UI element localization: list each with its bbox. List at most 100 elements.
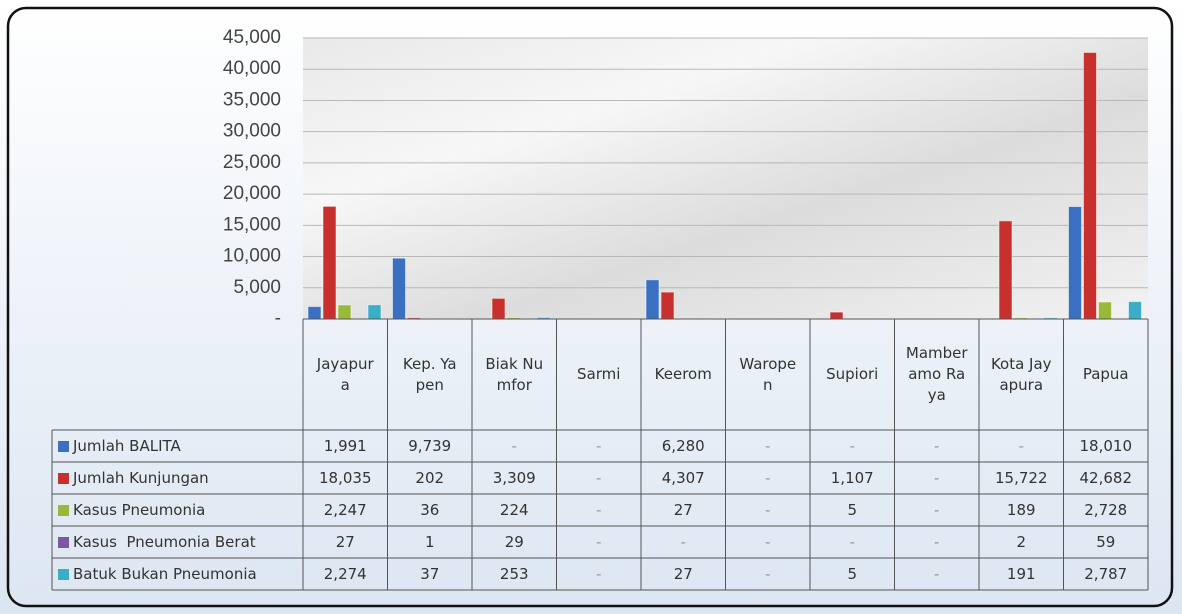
x-tick-label: Jayapura bbox=[314, 319, 377, 430]
bar bbox=[393, 258, 406, 319]
category-text: Keerom bbox=[655, 364, 712, 385]
legend-entry: Jumlah BALITA bbox=[52, 430, 303, 462]
legend-swatch bbox=[58, 505, 69, 516]
legend-entry: Batuk Bukan Pneumonia bbox=[52, 558, 303, 590]
x-tick-label: Papua bbox=[1075, 319, 1138, 430]
table-value: 1,991 bbox=[303, 430, 388, 462]
table-value: 3,309 bbox=[472, 462, 557, 494]
table-value: - bbox=[895, 526, 980, 558]
table-value: - bbox=[557, 430, 642, 462]
y-tick-label: 35,000 bbox=[223, 89, 281, 110]
bar bbox=[999, 221, 1012, 319]
table-value: - bbox=[895, 558, 980, 590]
y-tick-label: 15,000 bbox=[223, 214, 281, 235]
category-text: Papua bbox=[1083, 364, 1129, 385]
legend-label: Kasus Pneumonia bbox=[73, 501, 205, 519]
legend-swatch bbox=[58, 473, 69, 484]
table-value: - bbox=[810, 430, 895, 462]
y-tick-label: 25,000 bbox=[223, 152, 281, 173]
table-value: 5 bbox=[810, 494, 895, 526]
table-value: 2 bbox=[979, 526, 1064, 558]
category-text: Sarmi bbox=[577, 364, 620, 385]
table-value: - bbox=[557, 558, 642, 590]
legend-entry: Jumlah Kunjungan bbox=[52, 462, 303, 494]
table-value: - bbox=[726, 430, 811, 462]
bar bbox=[308, 307, 321, 319]
x-tick-label: Mamberamo Raya bbox=[906, 319, 969, 430]
legend-entry: Kasus Pneumonia Berat bbox=[52, 526, 303, 558]
y-tick-label: 40,000 bbox=[223, 58, 281, 79]
table-value: 15,722 bbox=[979, 462, 1064, 494]
table-value: - bbox=[726, 558, 811, 590]
table-value: 42,682 bbox=[1064, 462, 1149, 494]
table-value: 191 bbox=[979, 558, 1064, 590]
table-value: 5 bbox=[810, 558, 895, 590]
x-tick-label: Kota Jayapura bbox=[990, 319, 1053, 430]
table-value: 37 bbox=[388, 558, 473, 590]
x-tick-label: Keerom bbox=[652, 319, 715, 430]
bar bbox=[1084, 52, 1097, 319]
category-text: Jayapura bbox=[314, 354, 377, 396]
legend-swatch bbox=[58, 537, 69, 548]
table-value: 59 bbox=[1064, 526, 1149, 558]
legend-swatch bbox=[58, 441, 69, 452]
table-value: - bbox=[979, 430, 1064, 462]
table-value: - bbox=[726, 494, 811, 526]
bar bbox=[492, 298, 505, 319]
bar bbox=[1129, 302, 1142, 319]
legend-label: Jumlah Kunjungan bbox=[73, 469, 209, 487]
bar bbox=[646, 280, 659, 319]
x-tick-label: Supiori bbox=[821, 319, 884, 430]
bar bbox=[1069, 207, 1082, 319]
legend-entry: Kasus Pneumonia bbox=[52, 494, 303, 526]
bar bbox=[1099, 302, 1112, 319]
table-value: 27 bbox=[641, 558, 726, 590]
table-value: - bbox=[557, 494, 642, 526]
table-value: - bbox=[895, 494, 980, 526]
category-text: Supiori bbox=[826, 364, 878, 385]
table-value: 4,307 bbox=[641, 462, 726, 494]
category-text: Kota Jayapura bbox=[990, 354, 1053, 396]
table-value: 2,787 bbox=[1064, 558, 1149, 590]
plot-area bbox=[303, 38, 1148, 319]
bar bbox=[830, 312, 843, 319]
table-value: - bbox=[726, 462, 811, 494]
y-tick-label: - bbox=[275, 308, 281, 329]
table-value: 2,247 bbox=[303, 494, 388, 526]
table-value: 189 bbox=[979, 494, 1064, 526]
table-value: - bbox=[726, 526, 811, 558]
table-value: - bbox=[895, 430, 980, 462]
x-tick-label: Biak Numfor bbox=[483, 319, 546, 430]
table-value: - bbox=[895, 462, 980, 494]
category-text: Biak Numfor bbox=[483, 354, 546, 396]
table-value: - bbox=[557, 526, 642, 558]
y-tick-label: 45,000 bbox=[223, 27, 281, 48]
table-value: 6,280 bbox=[641, 430, 726, 462]
table-value: 9,739 bbox=[388, 430, 473, 462]
table-value: 253 bbox=[472, 558, 557, 590]
table-value: 2,274 bbox=[303, 558, 388, 590]
table-value: 202 bbox=[388, 462, 473, 494]
page: -5,00010,00015,00020,00025,00030,00035,0… bbox=[0, 0, 1182, 614]
table-value: - bbox=[641, 526, 726, 558]
table-value: 1 bbox=[388, 526, 473, 558]
x-tick-label: Waropen bbox=[737, 319, 800, 430]
legend-label: Jumlah BALITA bbox=[73, 437, 181, 455]
bar bbox=[338, 305, 351, 319]
legend-swatch bbox=[58, 569, 69, 580]
table-value: 18,035 bbox=[303, 462, 388, 494]
category-text: Mamberamo Raya bbox=[906, 343, 969, 406]
table-value: - bbox=[810, 526, 895, 558]
y-tick-label: 10,000 bbox=[223, 246, 281, 267]
table-value: 29 bbox=[472, 526, 557, 558]
table-value: 224 bbox=[472, 494, 557, 526]
legend-label: Kasus Pneumonia Berat bbox=[73, 533, 256, 551]
y-tick-label: 5,000 bbox=[233, 277, 281, 298]
table-value: 1,107 bbox=[810, 462, 895, 494]
x-tick-label: Kep. Yapen bbox=[399, 319, 462, 430]
table-value: 2,728 bbox=[1064, 494, 1149, 526]
y-tick-label: 30,000 bbox=[223, 121, 281, 142]
x-tick-label: Sarmi bbox=[568, 319, 631, 430]
bar bbox=[368, 305, 381, 319]
bar bbox=[323, 206, 336, 319]
